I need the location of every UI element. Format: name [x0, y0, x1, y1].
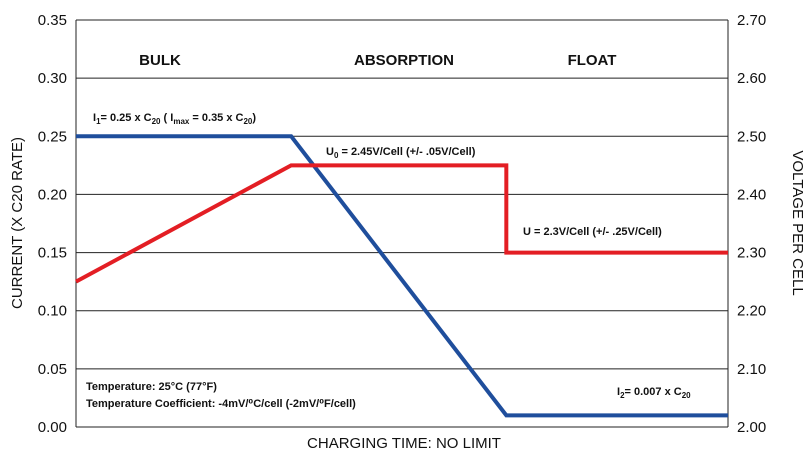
- annotation-u-float: U = 2.3V/Cell (+/- .25V/Cell): [523, 226, 662, 238]
- right-tick-label: 2.40: [737, 186, 766, 203]
- annotation-i2: I2= 0.007 x C20: [617, 386, 691, 400]
- plot-frame: [75, 20, 729, 427]
- right-tick-label: 2.00: [737, 419, 766, 436]
- annotation-temperature-coefficient: Temperature Coefficient: -4mV/⁰C/cell (-…: [86, 398, 356, 410]
- left-axis-ticks: 0.00 0.05 0.10 0.15 0.20 0.25 0.30 0.35: [38, 12, 67, 436]
- left-tick-label: 0.15: [38, 245, 67, 262]
- left-tick-label: 0.25: [38, 128, 67, 145]
- series-lines: [75, 134, 728, 418]
- annotation-u0: U0 = 2.45V/Cell (+/- .05V/Cell): [326, 146, 476, 160]
- left-tick-label: 0.30: [38, 70, 67, 87]
- right-axis-ticks: 2.00 2.10 2.20 2.30 2.40 2.50 2.60 2.70: [737, 12, 766, 436]
- left-tick-label: 0.10: [38, 303, 67, 320]
- left-tick-label: 0.20: [38, 186, 67, 203]
- annotation-temperature: Temperature: 25°C (77°F): [86, 381, 217, 393]
- annotation-i1: I1= 0.25 x C20 ( Imax = 0.35 x C20): [93, 112, 256, 126]
- right-tick-label: 2.60: [737, 70, 766, 87]
- x-axis-label: CHARGING TIME: NO LIMIT: [307, 435, 501, 452]
- y-axis-label-left: CURRENT (X C20 RATE): [9, 137, 26, 309]
- right-tick-label: 2.20: [737, 303, 766, 320]
- phase-label-float: FLOAT: [568, 52, 617, 69]
- phase-label-absorption: ABSORPTION: [354, 52, 454, 69]
- right-tick-label: 2.50: [737, 128, 766, 145]
- right-tick-label: 2.10: [737, 361, 766, 378]
- y-axis-label-right: VOLTAGE PER CELL: [789, 150, 806, 295]
- left-tick-label: 0.00: [38, 419, 67, 436]
- grid-lines: [76, 19, 728, 428]
- left-tick-label: 0.35: [38, 12, 67, 29]
- left-tick-label: 0.05: [38, 361, 67, 378]
- voltage-series-line: [75, 163, 728, 284]
- right-tick-label: 2.70: [737, 12, 766, 29]
- current-series-line: [76, 134, 728, 418]
- phase-label-bulk: BULK: [139, 52, 181, 69]
- right-tick-label: 2.30: [737, 245, 766, 262]
